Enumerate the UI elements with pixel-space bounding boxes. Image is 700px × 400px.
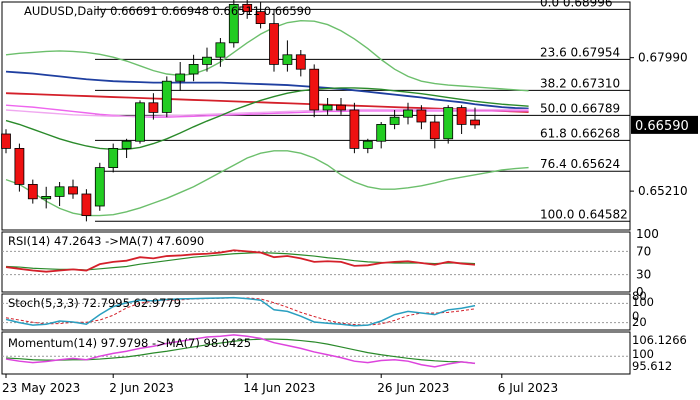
fib-label-4: 61.8 0.66268: [540, 126, 620, 140]
candle-body-2: [27, 183, 38, 200]
candle-body-30: [403, 109, 413, 118]
candle-body-1: [14, 147, 25, 185]
candle-body-7: [94, 167, 105, 207]
chart-title: AUDUSD,Daily 0.66691 0.66948 0.66511 0.6…: [24, 4, 311, 18]
x-tick-label-3: 26 Jun 2023: [377, 381, 449, 395]
candle-body-13: [175, 73, 186, 82]
fib-label-6: 100.0 0.64582: [540, 207, 628, 221]
candle-body-15: [202, 56, 212, 65]
axes-and-labels: 0.67990 0.65210 0.66590 23 May 2023 2 Jun 20…: [2, 51, 698, 395]
momentum-line: [5, 334, 476, 368]
candle-body-10: [135, 102, 145, 142]
candle-body-25: [336, 104, 346, 111]
fib-label-5: 76.4 0.65624: [540, 157, 620, 171]
momentum-tick-0: 106.1266: [632, 333, 687, 347]
rsi-tick-1: 70: [636, 244, 651, 258]
candle-body-21: [282, 54, 293, 65]
overlay-line-1: [5, 92, 529, 113]
main-pane-frame: [1, 1, 631, 231]
candle-body-11: [148, 102, 159, 113]
candle-body-9: [121, 140, 132, 149]
fib-label-1: 23.6 0.67954: [540, 45, 620, 59]
candle-body-12: [161, 80, 172, 113]
current-price-box: [631, 115, 698, 134]
moving-averages-and-bands: [5, 20, 529, 217]
rsi-line: [5, 249, 476, 273]
stoch-tick-0: 80: [632, 289, 647, 303]
overlay-line-5: [5, 20, 529, 92]
stoch-k-line: [5, 296, 476, 327]
rsi-pane-frame: [1, 231, 631, 293]
candle-body-16: [215, 42, 226, 58]
candle-body-23: [309, 68, 320, 111]
candle-body-4: [54, 186, 65, 197]
candle-body-19: [255, 11, 266, 24]
momentum-pane-frame: [1, 331, 631, 375]
candle-body-5: [68, 186, 78, 195]
rsi-tick-3: 0: [636, 285, 644, 299]
fib-label-0: 0.0 0.68996: [540, 0, 613, 9]
candle-body-22: [295, 54, 306, 70]
candle-body-26: [349, 109, 360, 149]
overlay-line-2: [5, 104, 529, 118]
momentum-tick-1: 100: [632, 347, 654, 361]
price-tick-label-1: 0.65210: [638, 184, 688, 198]
stoch-tick-2: 0: [632, 309, 639, 323]
overlay-line-3: [5, 108, 529, 117]
rsi-pane: 100 70 30 0: [2, 227, 659, 299]
overlay-line-4: [5, 87, 529, 151]
stoch-tick-3: 20: [632, 315, 647, 329]
candle-body-20: [269, 23, 279, 65]
candle-body-18: [242, 4, 253, 12]
current-price-label: 0.66590: [635, 119, 689, 134]
candle-body-27: [362, 140, 373, 149]
fibonacci-levels: 0.0 0.68996 23.6 0.67954 38.2 0.67310 50.0 …: [95, 0, 630, 222]
rsi-tick-2: 30: [636, 268, 651, 282]
overlay-line-0: [5, 70, 529, 110]
rsi-label: RSI(14) 47.2643 ->MA(7) 47.6090: [8, 234, 204, 248]
momentum-label: Momentum(14) 97.9798 ->MA(7) 98.0425: [8, 336, 251, 350]
candle-body-33: [443, 107, 454, 140]
x-tick-label-0: 23 May 2023: [2, 381, 80, 395]
rsi-tick-0: 100: [636, 227, 659, 241]
x-tick-label-1: 2 Jun 2023: [109, 381, 174, 395]
candle-body-17: [228, 4, 239, 44]
stoch-label: Stoch(5,3,3) 72.7995 62.9779: [8, 296, 181, 310]
stoch-tick-1: 100: [632, 295, 654, 309]
price-tick-label-0: 0.67990: [638, 51, 688, 65]
fib-label-2: 38.2 0.67310: [540, 76, 620, 90]
candle-body-35: [470, 119, 480, 126]
pane-frames: [1, 1, 631, 375]
candle-body-29: [389, 116, 400, 125]
candle-body-32: [429, 121, 440, 140]
overlay-line-6: [5, 150, 529, 217]
x-tick-label-2: 14 Jun 2023: [243, 381, 315, 395]
stoch-pane-frame: [1, 293, 631, 331]
candle-body-6: [81, 193, 92, 217]
candlesticks: [1, 0, 480, 222]
candle-body-31: [416, 109, 427, 123]
candle-body-3: [41, 195, 52, 200]
candle-body-24: [322, 104, 333, 111]
candle-body-28: [376, 124, 387, 142]
fib-label-3: 50.0 0.66789: [540, 101, 620, 115]
candle-body-0: [1, 133, 11, 149]
candle-body-34: [456, 107, 467, 125]
momentum-tick-2: 95.612: [632, 359, 672, 373]
x-tick-label-4: 6 Jul 2023: [498, 381, 558, 395]
candle-body-14: [188, 64, 199, 75]
candle-body-8: [108, 147, 119, 168]
